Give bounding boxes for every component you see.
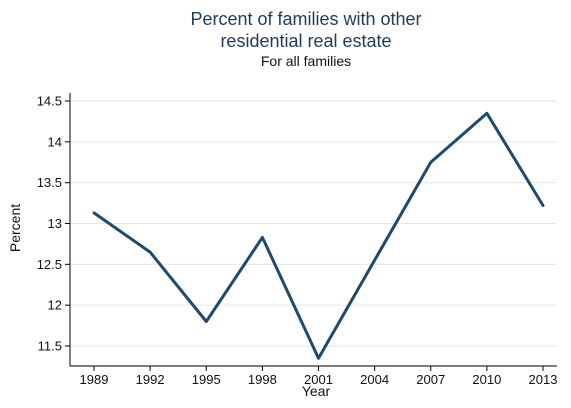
y-tick-label: 11.5: [38, 339, 62, 354]
chart-title-line-1: Percent of families with other: [190, 9, 421, 29]
x-tick-label: 2001: [304, 372, 333, 387]
y-tick-label: 14.5: [37, 94, 62, 109]
y-tick-label: 12: [48, 298, 62, 313]
tick-labels: 11.5 12 12.5 13 13.5 14 14.5 1989 1992 1995 1998 20…: [37, 94, 558, 388]
x-tick-label: 2013: [529, 372, 558, 387]
x-tick-label: 1989: [80, 372, 109, 387]
x-tick-label: 1998: [248, 372, 277, 387]
series-layer: [92, 111, 545, 360]
x-tick-label: 2004: [360, 372, 389, 387]
chart-title-line-2: residential real estate: [220, 31, 391, 51]
axes: [65, 93, 557, 371]
x-tick-label: 1995: [192, 372, 221, 387]
x-axis-label: Year: [302, 383, 331, 399]
grid-lines: [70, 100, 557, 347]
y-tick-label: 13.5: [37, 175, 62, 190]
y-tick-label: 14: [48, 134, 62, 149]
y-tick-label: 13: [48, 216, 62, 231]
x-tick-label: 2010: [472, 372, 501, 387]
y-tick-label: 12.5: [37, 257, 62, 272]
chart-subtitle: For all families: [261, 53, 351, 69]
series-line: [92, 111, 545, 360]
y-axis-label: Percent: [7, 204, 23, 252]
x-tick-label: 2007: [416, 372, 445, 387]
x-tick-label: 1992: [136, 372, 165, 387]
